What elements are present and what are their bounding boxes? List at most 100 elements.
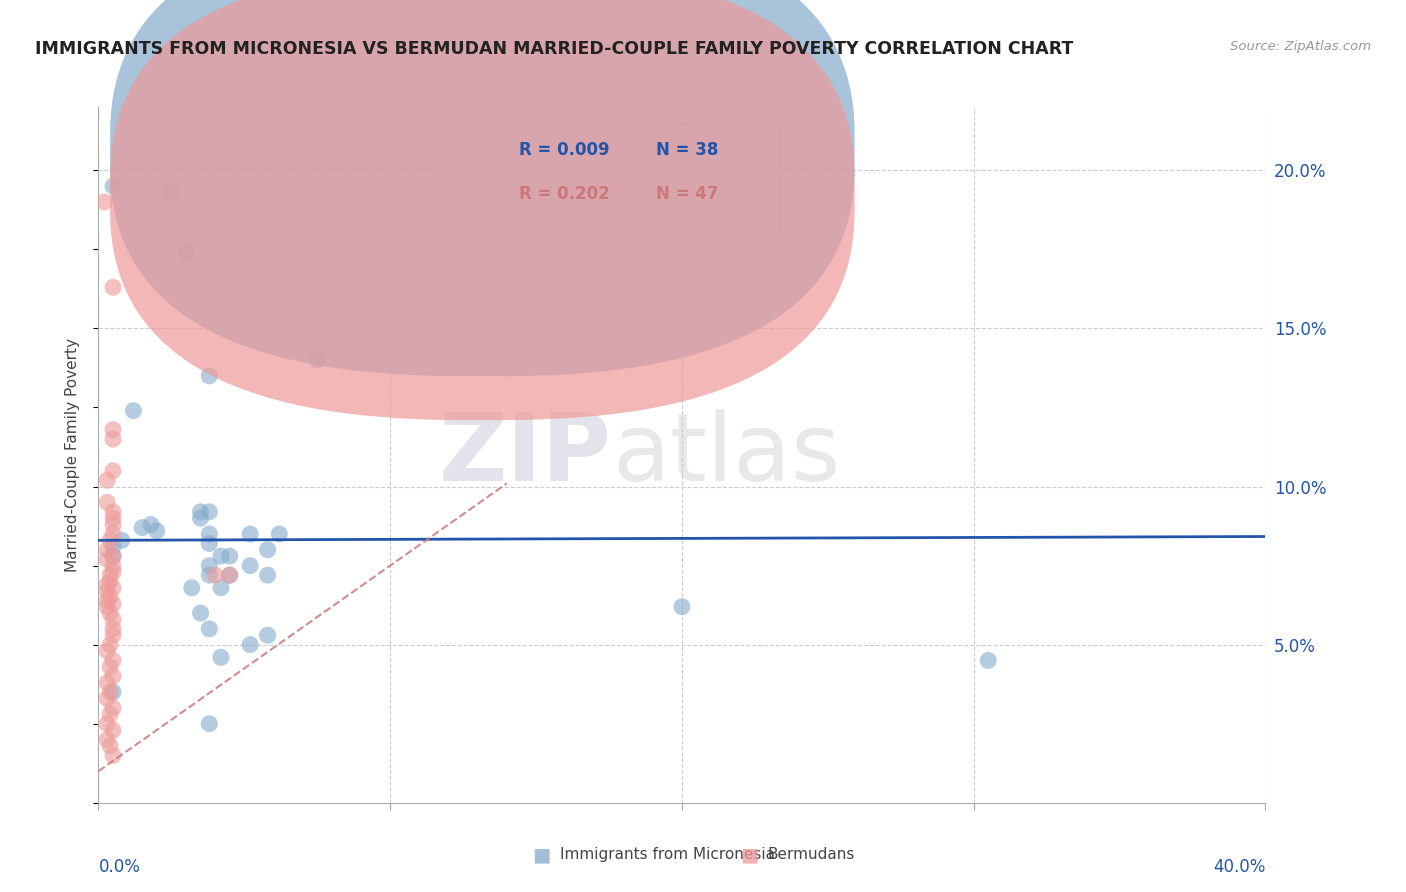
Point — [256, 542, 278, 557]
Text: N = 38: N = 38 — [657, 141, 718, 159]
Point — [204, 568, 226, 582]
Point — [190, 511, 212, 525]
Point — [98, 739, 121, 753]
Point — [977, 653, 1000, 667]
Point — [101, 622, 124, 636]
Point — [239, 527, 262, 541]
Point — [101, 701, 124, 715]
Text: atlas: atlas — [612, 409, 841, 501]
Point — [96, 473, 118, 487]
Point — [101, 505, 124, 519]
Point — [96, 495, 118, 509]
Point — [198, 568, 221, 582]
Point — [98, 591, 121, 605]
Point — [101, 511, 124, 525]
Point — [96, 644, 118, 658]
Point — [96, 675, 118, 690]
Text: Immigrants from Micronesia: Immigrants from Micronesia — [560, 847, 775, 862]
Point — [96, 691, 118, 706]
Point — [101, 540, 124, 554]
Point — [101, 549, 124, 563]
Point — [122, 403, 145, 417]
Point — [239, 638, 262, 652]
Point — [101, 628, 124, 642]
Text: R = 0.202: R = 0.202 — [519, 185, 609, 203]
Point — [98, 533, 121, 548]
Point — [198, 558, 221, 573]
Point — [101, 527, 124, 541]
Point — [198, 622, 221, 636]
Point — [98, 638, 121, 652]
Point — [98, 568, 121, 582]
Point — [96, 552, 118, 566]
Point — [101, 280, 124, 294]
Point — [307, 353, 329, 368]
Point — [101, 685, 124, 699]
Point — [198, 527, 221, 541]
Point — [101, 565, 124, 579]
Point — [98, 660, 121, 674]
Point — [96, 577, 118, 591]
FancyBboxPatch shape — [443, 124, 782, 235]
Point — [131, 521, 153, 535]
Point — [101, 549, 124, 563]
Text: IMMIGRANTS FROM MICRONESIA VS BERMUDAN MARRIED-COUPLE FAMILY POVERTY CORRELATION: IMMIGRANTS FROM MICRONESIA VS BERMUDAN M… — [35, 40, 1074, 58]
Point — [218, 549, 240, 563]
Point — [239, 558, 262, 573]
Y-axis label: Married-Couple Family Poverty: Married-Couple Family Poverty — [65, 338, 80, 572]
Point — [218, 568, 240, 582]
Point — [256, 628, 278, 642]
Point — [101, 748, 124, 763]
Point — [98, 606, 121, 620]
Point — [101, 597, 124, 611]
Point — [98, 685, 121, 699]
Point — [98, 574, 121, 589]
Text: N = 47: N = 47 — [657, 185, 718, 203]
Point — [269, 527, 291, 541]
Point — [139, 517, 162, 532]
Point — [198, 536, 221, 550]
Point — [190, 606, 212, 620]
Text: ■: ■ — [740, 845, 759, 864]
Point — [93, 194, 115, 209]
Point — [209, 650, 232, 665]
Point — [101, 179, 124, 194]
Point — [101, 432, 124, 446]
Point — [209, 581, 232, 595]
Point — [101, 612, 124, 626]
Point — [96, 583, 118, 598]
Text: Bermudans: Bermudans — [768, 847, 855, 862]
Point — [96, 732, 118, 747]
Text: R = 0.009: R = 0.009 — [519, 141, 609, 159]
Point — [174, 245, 197, 260]
Point — [218, 568, 240, 582]
Point — [671, 599, 693, 614]
Text: 0.0%: 0.0% — [98, 858, 141, 877]
Text: Source: ZipAtlas.com: Source: ZipAtlas.com — [1230, 40, 1371, 54]
Point — [101, 517, 124, 532]
Point — [96, 716, 118, 731]
Point — [101, 423, 124, 437]
Point — [111, 533, 134, 548]
Point — [98, 707, 121, 722]
Text: ■: ■ — [531, 845, 551, 864]
Point — [180, 581, 202, 595]
Point — [256, 568, 278, 582]
Point — [160, 186, 183, 200]
Point — [101, 581, 124, 595]
Point — [96, 599, 118, 614]
Point — [101, 669, 124, 683]
Point — [101, 558, 124, 573]
Text: 40.0%: 40.0% — [1213, 858, 1265, 877]
Point — [198, 505, 221, 519]
Point — [190, 505, 212, 519]
Point — [198, 716, 221, 731]
Point — [198, 368, 221, 383]
Point — [96, 593, 118, 607]
Point — [209, 549, 232, 563]
Point — [101, 723, 124, 737]
Point — [146, 524, 169, 538]
FancyBboxPatch shape — [110, 0, 855, 420]
FancyBboxPatch shape — [110, 0, 855, 376]
Point — [101, 464, 124, 478]
